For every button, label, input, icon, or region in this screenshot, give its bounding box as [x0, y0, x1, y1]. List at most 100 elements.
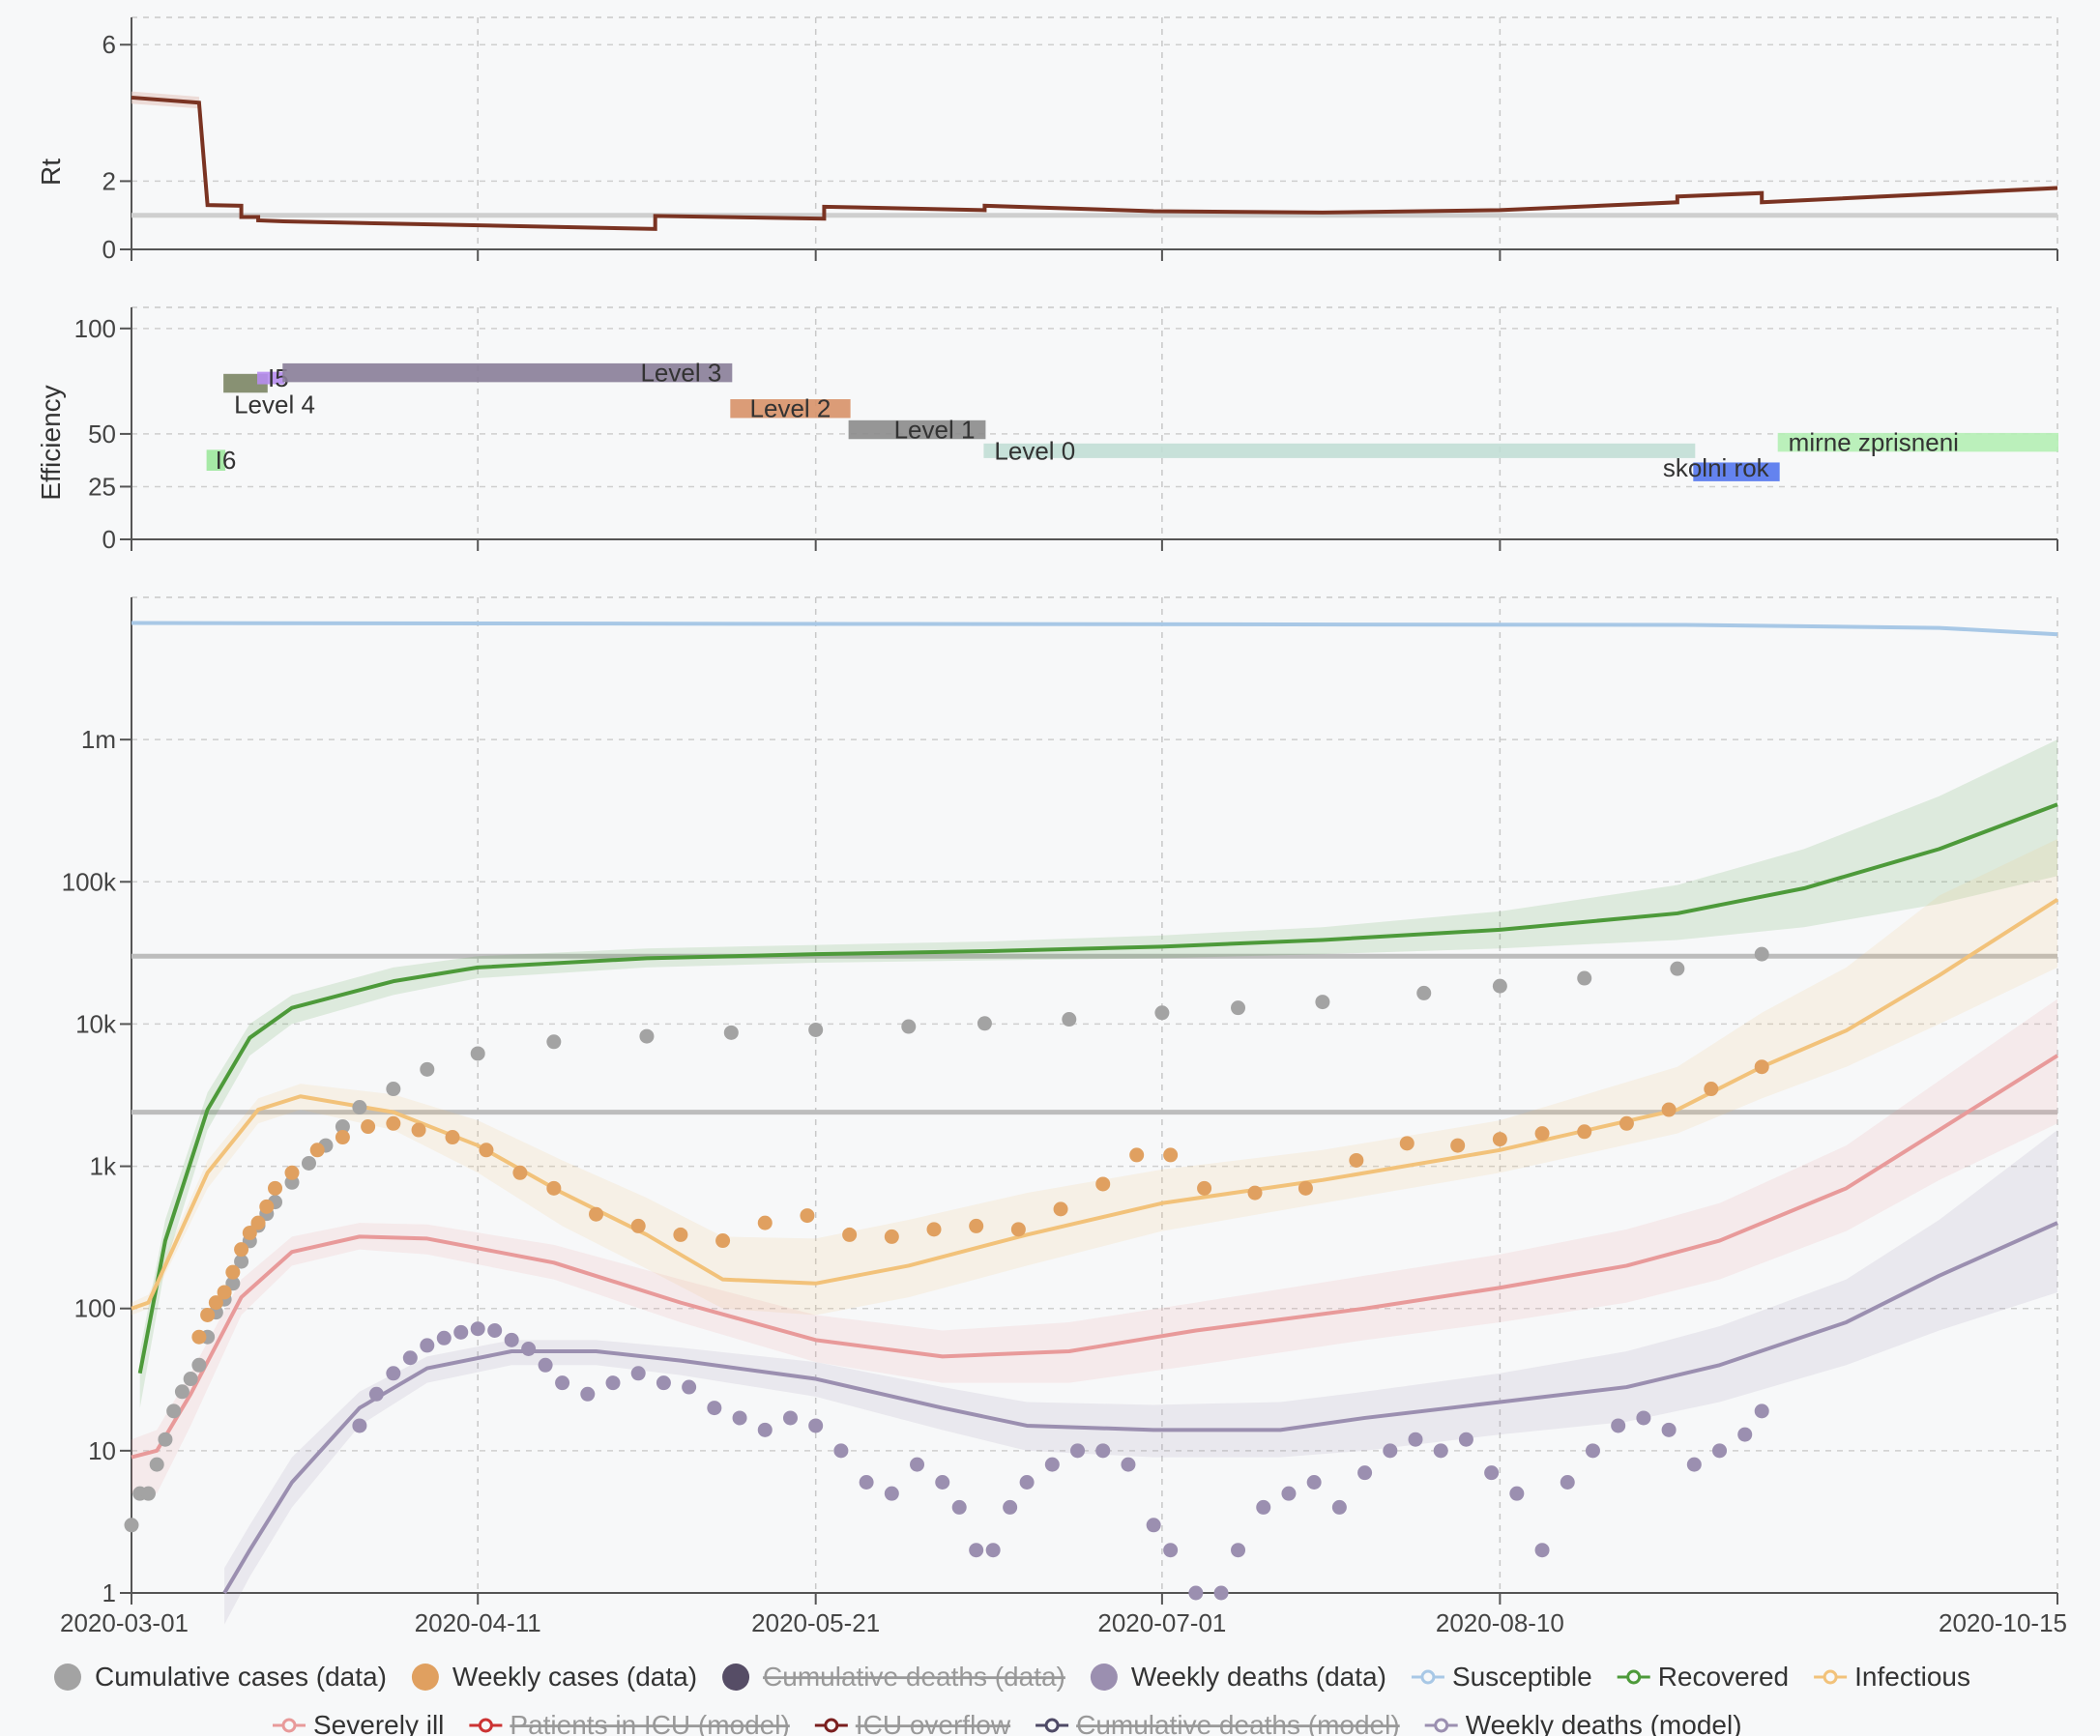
data-point: [1509, 1486, 1525, 1501]
main-panel: 2020-03-01 2020-04-11 2020-05-21 2020-07-01…: [60, 596, 2067, 1637]
legend-label: Cumulative deaths (data): [763, 1662, 1065, 1692]
data-point: [1315, 995, 1330, 1010]
legend-item[interactable]: Infectious: [1814, 1662, 1970, 1692]
legend-dot-icon: [1090, 1664, 1118, 1691]
legend-item[interactable]: Severely ill: [273, 1710, 444, 1736]
data-point: [1070, 1443, 1086, 1459]
legend-item[interactable]: Susceptible: [1411, 1662, 1592, 1692]
series-line: [137, 802, 2058, 1374]
legend-item[interactable]: Patients in ICU (model): [469, 1710, 790, 1736]
data-point: [1577, 1124, 1592, 1140]
legend-item[interactable]: Cumulative deaths (model): [1035, 1710, 1400, 1736]
data-point: [859, 1475, 874, 1490]
data-point: [402, 1350, 418, 1366]
series-line: [222, 1221, 2058, 1595]
data-point: [884, 1229, 899, 1244]
data-point: [951, 1499, 967, 1515]
data-point: [242, 1226, 257, 1241]
legend-dot-icon: [722, 1664, 750, 1691]
data-point: [225, 1264, 241, 1280]
data-point: [1611, 1418, 1626, 1433]
data-point: [682, 1379, 697, 1395]
data-point: [1670, 961, 1685, 976]
data-point: [985, 1543, 1001, 1558]
x-tick-label: 2020-10-15: [1939, 1608, 2067, 1637]
legend-marker-icon: [281, 1718, 297, 1733]
data-point: [1399, 1136, 1415, 1151]
data-point: [800, 1208, 815, 1224]
data-point: [757, 1422, 773, 1437]
legend-item[interactable]: Weekly cases (data): [411, 1662, 697, 1692]
data-point: [1560, 1475, 1575, 1490]
data-point: [284, 1165, 300, 1180]
data-point: [1534, 1543, 1550, 1558]
data-point: [546, 1034, 562, 1050]
data-point: [166, 1403, 182, 1419]
data-point: [1095, 1443, 1111, 1459]
data-point: [555, 1375, 570, 1391]
rt-line: [131, 95, 2058, 231]
legend-item[interactable]: ICU overflow: [814, 1710, 1011, 1736]
legend-item[interactable]: Weekly deaths (data): [1090, 1662, 1386, 1692]
legend-label: Severely ill: [313, 1710, 444, 1736]
data-point: [487, 1323, 503, 1339]
data-point: [926, 1222, 942, 1237]
efficiency-axis-title: Efficiency: [36, 385, 66, 500]
data-point: [1062, 1012, 1077, 1027]
data-point: [1129, 1147, 1145, 1163]
data-point: [1154, 1005, 1170, 1021]
legend-item[interactable]: Cumulative cases (data): [54, 1662, 387, 1692]
data-point: [140, 1486, 156, 1501]
data-point: [1349, 1152, 1364, 1168]
intervention-bar: [848, 420, 986, 440]
data-point: [707, 1401, 722, 1416]
data-point: [656, 1375, 671, 1391]
legend-label: Weekly deaths (model): [1466, 1710, 1742, 1736]
data-point: [1686, 1457, 1702, 1472]
data-point: [630, 1366, 646, 1381]
data-point: [301, 1155, 316, 1171]
data-point: [732, 1410, 747, 1426]
data-point: [174, 1384, 190, 1400]
data-point: [234, 1254, 249, 1269]
data-point: [969, 1543, 984, 1558]
y-tick-label: 25: [88, 472, 116, 501]
data-point: [757, 1215, 773, 1230]
intervention-bar: [1777, 432, 2058, 452]
data-point: [1712, 1443, 1728, 1459]
data-point: [1213, 1585, 1229, 1601]
legend-item[interactable]: Recovered: [1617, 1662, 1789, 1692]
data-point: [639, 1028, 655, 1044]
legend-item[interactable]: Cumulative deaths (data): [722, 1662, 1065, 1692]
legend-label: ICU overflow: [856, 1710, 1011, 1736]
data-point: [935, 1475, 950, 1490]
legend-marker-icon: [1626, 1669, 1642, 1685]
data-point: [335, 1119, 350, 1135]
intervention-label: I6: [216, 446, 237, 475]
data-point: [1577, 970, 1592, 986]
data-point: [1019, 1475, 1035, 1490]
data-point: [1163, 1543, 1179, 1558]
data-point: [1121, 1457, 1136, 1472]
data-point: [1010, 1222, 1026, 1237]
legend-label: Patients in ICU (model): [510, 1710, 789, 1736]
data-point: [1484, 1465, 1500, 1481]
data-point: [1754, 1059, 1769, 1075]
legend-marker-icon: [1823, 1669, 1838, 1685]
data-point: [234, 1242, 249, 1258]
data-point: [842, 1227, 858, 1242]
y-tick-label: 6: [102, 30, 116, 59]
data-point: [1163, 1147, 1179, 1163]
legend-label: Weekly cases (data): [452, 1662, 697, 1692]
data-point: [1003, 1499, 1018, 1515]
data-point: [512, 1165, 528, 1180]
rt-axis-title: Rt: [36, 159, 66, 186]
data-point: [782, 1410, 798, 1426]
y-tick-label: 2: [102, 166, 116, 195]
data-point: [1197, 1180, 1212, 1196]
legend-item[interactable]: Weekly deaths (model): [1424, 1710, 1742, 1736]
legend-marker-icon: [1420, 1669, 1436, 1685]
data-point: [445, 1130, 460, 1145]
data-point: [1661, 1102, 1677, 1117]
intervention-bar: [1693, 462, 1780, 481]
